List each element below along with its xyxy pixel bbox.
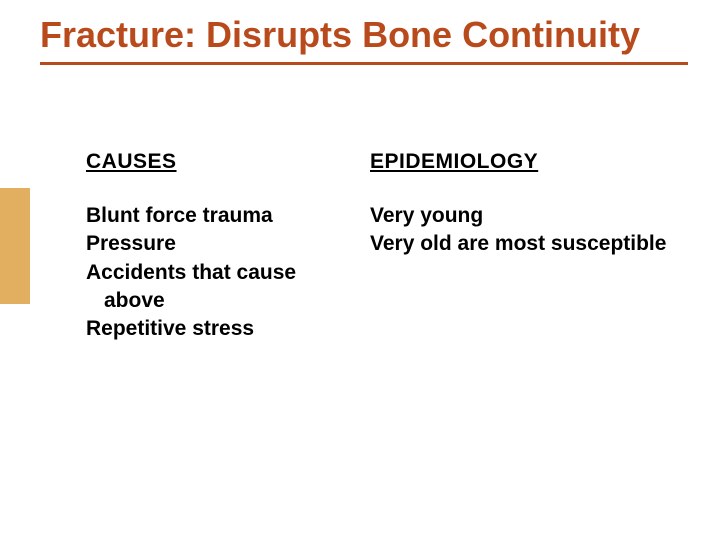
list-item: Very young bbox=[370, 202, 680, 230]
list-item: Accidents that cause above bbox=[86, 259, 340, 316]
slide: Fracture: Disrupts Bone Continuity CAUSE… bbox=[0, 0, 720, 540]
column-header-epidemiology: EPIDEMIOLOGY bbox=[370, 150, 680, 174]
slide-title: Fracture: Disrupts Bone Continuity bbox=[40, 14, 680, 56]
accent-bar bbox=[0, 188, 30, 304]
title-underline bbox=[40, 62, 688, 65]
list-item: Very old are most susceptible bbox=[370, 230, 680, 258]
list-item: Pressure bbox=[86, 230, 340, 258]
list-item: Repetitive stress bbox=[86, 315, 340, 343]
title-block: Fracture: Disrupts Bone Continuity bbox=[40, 14, 680, 65]
column-causes: CAUSES Blunt force trauma Pressure Accid… bbox=[40, 150, 360, 344]
column-epidemiology: EPIDEMIOLOGY Very young Very old are mos… bbox=[360, 150, 680, 344]
columns: CAUSES Blunt force trauma Pressure Accid… bbox=[40, 150, 680, 344]
column-header-causes: CAUSES bbox=[86, 150, 340, 174]
list-item: Blunt force trauma bbox=[86, 202, 340, 230]
